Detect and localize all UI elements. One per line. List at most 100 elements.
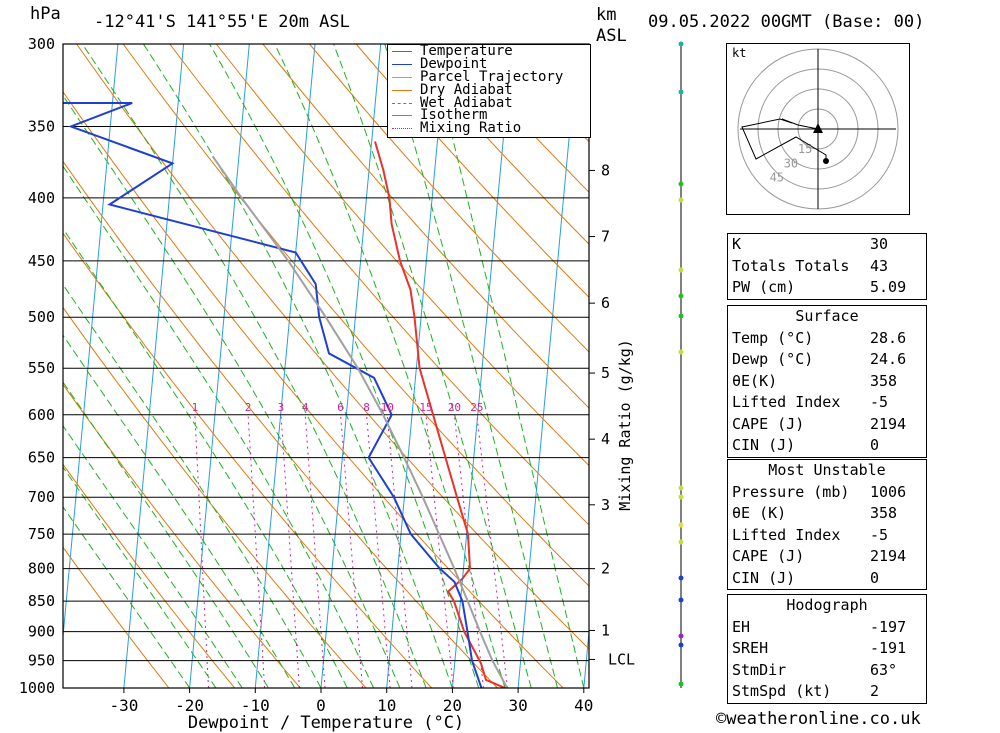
dry-adiabat	[63, 546, 170, 688]
table-row: θE(K) 358	[728, 371, 926, 393]
mixing-ratio-label: 3	[278, 401, 285, 414]
pressure-tick-label: 550	[28, 359, 55, 377]
legend-label: Mixing Ratio	[420, 120, 522, 137]
surface-table: Surface Temp (°C) 28.6 Dewp (°C) 24.6 θE(K) 3…	[727, 305, 927, 458]
legend-swatch	[392, 76, 412, 78]
table-row-value: 2194	[870, 547, 907, 565]
pressure-tick-label: 850	[28, 592, 55, 610]
km-tick-label: LCL	[608, 650, 635, 668]
km-tick-label: 5	[601, 364, 610, 382]
hodograph-ring-label: 15	[798, 142, 812, 156]
km-tick-label: 1	[601, 621, 610, 639]
wet-adiabat	[63, 334, 296, 688]
table-row-label: PW (cm)	[732, 278, 796, 296]
table-row-label: θE(K)	[732, 371, 778, 390]
table-row: StmDir 63°	[728, 660, 926, 682]
table-row: Pressure (mb) 1006	[728, 482, 926, 504]
legend-item: Dewpoint	[388, 57, 590, 71]
table-row: Totals Totals 43	[728, 256, 926, 278]
table-row-label: θE (K)	[732, 504, 787, 522]
table-row-label: Pressure (mb)	[732, 482, 850, 501]
km-tick-label: 2	[601, 560, 610, 578]
table-row-label: EH	[732, 617, 751, 636]
table-row: Temp (°C) 28.6	[728, 328, 926, 350]
mixing-ratio-line	[304, 414, 326, 688]
mixing-ratio-label: 4	[302, 401, 309, 414]
km-tick-label: 3	[601, 496, 610, 514]
wet-adiabat	[63, 165, 375, 688]
wind-barb-marker	[678, 41, 684, 47]
dry-adiabat	[309, 44, 589, 353]
wet-adiabat	[428, 44, 585, 688]
mixing-ratio-line	[453, 414, 484, 688]
legend-item: Parcel Trajectory	[388, 70, 590, 84]
surface-title: Surface	[795, 307, 859, 325]
pressure-tick-label: 600	[28, 406, 55, 424]
mixing-ratio-label: 10	[381, 401, 394, 414]
wind-barb-marker	[678, 181, 684, 187]
plot-frame	[62, 43, 590, 689]
mixing-ratio-line	[386, 414, 413, 688]
table-row: PW (cm) 5.09	[728, 277, 926, 299]
table-row-value: -5	[870, 525, 889, 544]
wind-barb-marker	[678, 597, 684, 603]
table-row-value: 5.09	[870, 278, 907, 296]
table-row: EH -197	[728, 617, 926, 639]
km-tick-label: 6	[601, 294, 610, 312]
mixing-ratio-line	[476, 414, 508, 688]
table-row-label: SREH	[732, 639, 769, 657]
wind-barb-marker	[678, 293, 684, 299]
parcel-trajectory-line	[211, 155, 509, 688]
table-row: θE (K) 358	[728, 503, 926, 525]
pressure-tick-label: 450	[28, 252, 55, 270]
wet-adiabat	[274, 44, 506, 688]
storm-motion-marker	[813, 123, 823, 133]
legend-label: Wet Adiabat	[420, 94, 513, 111]
pressure-tick-label: 1000	[19, 679, 55, 697]
table-row-value: 2194	[870, 414, 907, 433]
wet-adiabat	[142, 44, 453, 688]
wind-barb-marker	[678, 349, 684, 355]
pressure-tick-label: 750	[28, 525, 55, 543]
table-row-value: 2	[870, 682, 880, 700]
table-row-value: 63°	[870, 660, 898, 679]
x-tick-label: 0	[316, 696, 326, 715]
mixing-ratio-line	[247, 414, 266, 688]
table-row-value: 43	[870, 256, 889, 275]
legend-label: Isotherm	[420, 107, 488, 124]
table-row-value: 30	[870, 235, 889, 253]
legend-swatch	[392, 50, 412, 52]
hodograph-table: Hodograph EH -197 SREH -191 StmDir 63° StmSpd …	[727, 594, 927, 704]
table-row: Lifted Index -5	[728, 392, 926, 414]
wind-barb-marker	[678, 575, 684, 581]
isotherm-line	[650, 44, 710, 688]
wind-barb-marker	[678, 267, 684, 273]
wind-barb-marker	[678, 633, 684, 639]
legend-item: Mixing Ratio	[388, 120, 590, 137]
table-row: CIN (J) 0	[728, 568, 926, 590]
hodograph-unit-label: kt	[732, 46, 746, 60]
legend: Temperature Dewpoint Parcel Trajectory Dry …	[387, 44, 591, 138]
mixing-ratio-label: 20	[448, 401, 461, 414]
table-row: Lifted Index -5	[728, 525, 926, 547]
table-row-label: Totals Totals	[732, 256, 850, 275]
unstable-table: Most Unstable Pressure (mb) 1006 θE (K) 358…	[727, 459, 927, 590]
wind-barb-marker	[678, 539, 684, 545]
dry-adiabat	[402, 44, 589, 245]
table-row: SREH -191	[728, 638, 926, 660]
isotherm-line	[189, 44, 250, 688]
wet-adiabat	[384, 44, 558, 688]
x-tick-label: 10	[377, 696, 396, 715]
table-row-value: 1006	[870, 482, 907, 501]
pressure-tick-label: 950	[28, 652, 55, 670]
isotherm-line	[254, 44, 316, 688]
table-row: Dewp (°C) 24.6	[728, 349, 926, 371]
legend-swatch	[392, 128, 412, 130]
dry-adiabat	[63, 463, 235, 688]
wet-adiabat	[81, 44, 427, 688]
table-row-label: CAPE (J)	[732, 414, 805, 433]
table-row: CAPE (J) 2194	[728, 546, 926, 568]
mixing-ratio-label: 1	[192, 401, 199, 414]
table-row-value: 358	[870, 371, 898, 390]
